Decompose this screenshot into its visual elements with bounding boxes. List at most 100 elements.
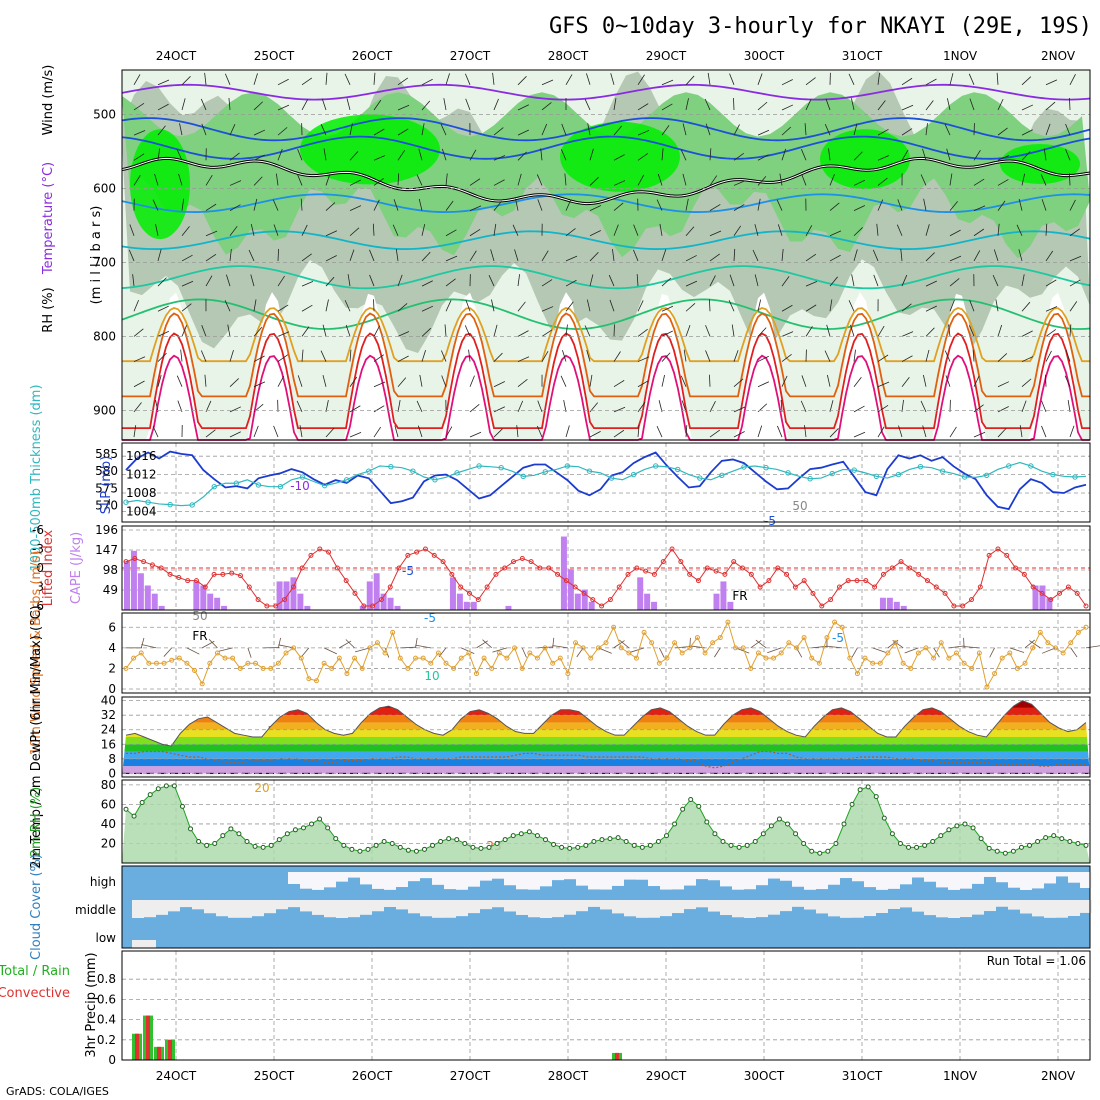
cloud-gap-high [756,872,768,886]
wind-speed-point [870,660,876,666]
wind-barb [901,377,910,387]
wind-barb [301,224,308,236]
lifted-index-point [863,578,869,584]
wind-barb [465,299,471,312]
thickness-point [189,502,195,508]
cloud-gap-middle [684,900,696,910]
rh-point [849,801,855,807]
temperature-band [122,758,1090,767]
wind-barb [469,431,482,438]
lifted-index-point [378,597,384,603]
contour-label: -5 [764,514,776,528]
wind-barb [949,73,954,85]
upper-air-panel: -10-5-5-5-510152025FRFR50505050503050060… [41,65,1091,853]
wind-barb [1069,97,1071,110]
cloud-gap-high [1020,872,1032,890]
wind-barb [393,199,399,211]
wind-barb [613,125,623,136]
wind-speed-point [253,660,259,666]
surface-wind-barb [278,644,294,649]
wind-speed-point [687,645,693,651]
wind-barb [1064,375,1071,387]
lifted-index-point [493,571,499,577]
cloud-gap-middle [864,900,876,917]
wind-barb [373,72,376,85]
rh-point [486,844,492,850]
wind-barb [709,175,718,186]
wind-barb [948,324,951,337]
wind-speed-point [801,635,807,641]
wind-speed-point [1060,650,1066,656]
wind-barb [277,375,285,387]
wind-speed-point [733,645,739,651]
wind-barb [277,275,285,287]
wind-barb [1021,400,1027,413]
wind-barb [133,380,145,388]
cloud-gap-middle [432,900,444,918]
cloud-gap-middle [840,900,852,918]
wind-barb [248,249,255,262]
rh-point [1002,850,1008,856]
wind-barb [349,205,362,211]
cloud-gap-middle [756,900,768,918]
wind-barb [373,99,382,111]
wind-speed-point [763,655,769,661]
cape-axis-label: CAPE (J/kg) [69,532,84,604]
wind-barb [853,405,865,413]
cape-bar [651,601,658,610]
wind-barb [682,173,687,186]
wind-barb [229,378,239,388]
thickness-point [1050,471,1056,478]
temperature-contour [121,265,1091,290]
thickness-line [125,461,1087,507]
wind-barb [325,173,331,186]
wind-barb [253,198,258,211]
wind-barb [661,125,670,136]
wind-barb [637,356,650,362]
rh-point [583,842,589,848]
wind-barb [637,130,650,136]
wind-barb [757,129,770,136]
wind-barb [1069,173,1071,186]
surface-wind-barb [141,644,157,649]
rh-point [938,833,944,839]
wind-barb [395,248,399,261]
thickness-point [675,466,681,473]
lifted-index-point [132,556,138,561]
lifted-index-point [810,590,816,596]
wind-barb [152,199,159,211]
wind-barb [181,325,188,337]
rh-point [1027,842,1033,848]
wind-barb [853,431,866,438]
contour-label: 10 [424,669,439,683]
freezing-level-inner [121,157,1091,205]
wind-barb [301,280,314,287]
rh-point [962,821,968,827]
wind-barb [468,349,471,362]
cloud-gap-middle [924,900,936,916]
lifted-index-axis-label: Lifted Index [41,529,56,606]
cloud-gap-middle [600,900,612,910]
wind-barb [537,400,543,413]
wind-barb [589,205,602,211]
cloud-gap-high [1068,872,1080,883]
wind-barb [272,199,279,211]
wind-barb [901,331,914,337]
cloud-gap-middle [744,900,756,918]
lifted-index-point [660,559,666,565]
wind-barb [949,255,962,262]
lifted-index-point [590,597,596,603]
wind-barb [181,76,191,86]
wind-barb [1021,301,1031,312]
rh-point [292,827,298,833]
wind-speed-point [1030,645,1036,651]
lifted-index-point [836,584,842,590]
lifted-index-point [149,562,155,568]
wind-barb [1045,279,1057,287]
wind-barb [829,230,842,237]
temperature-band [122,737,1090,745]
lifted-index-point [255,597,261,603]
wind-barb [491,299,495,312]
lifted-index-point [916,571,922,577]
wind-speed-point [946,655,952,661]
